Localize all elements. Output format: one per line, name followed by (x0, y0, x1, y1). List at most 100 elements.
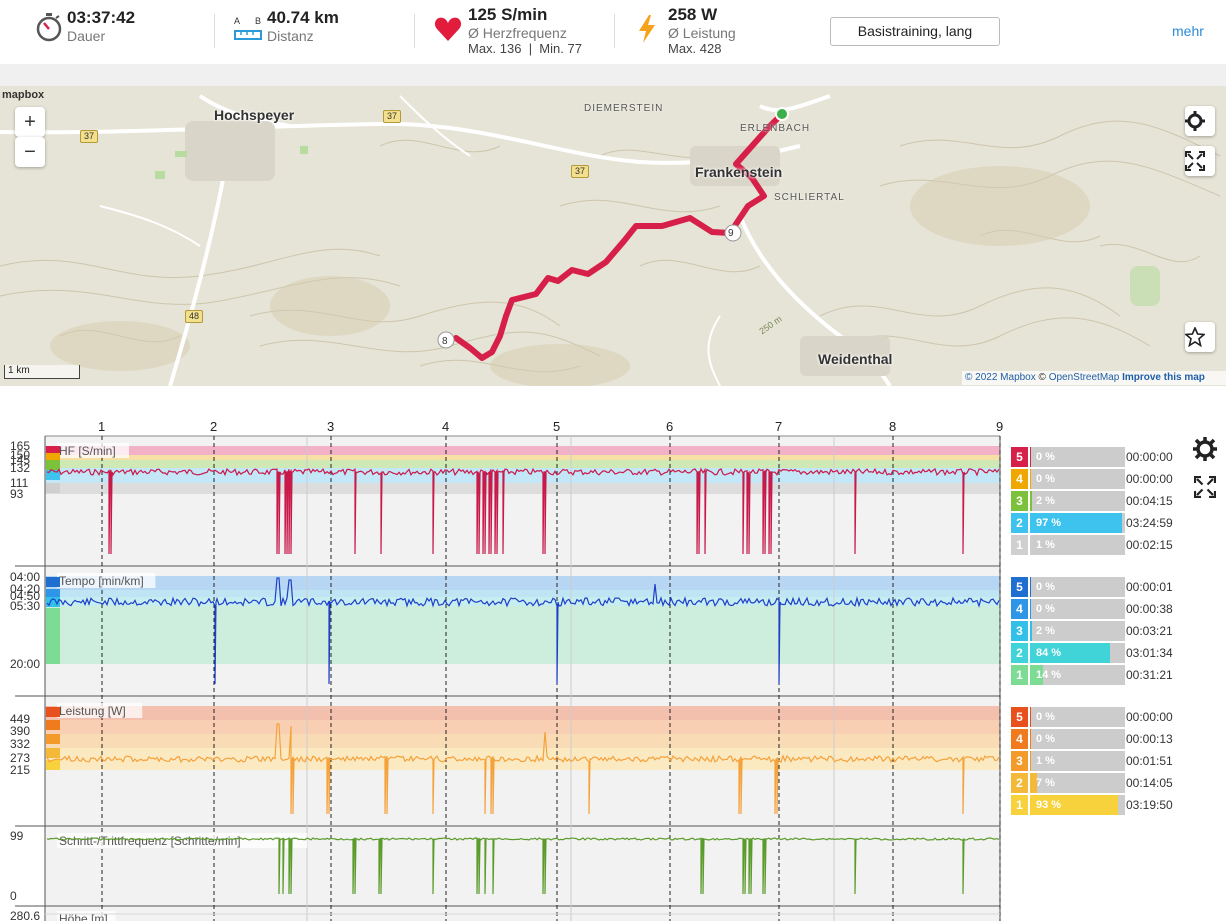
tempo-y-tick: 04:00 (10, 570, 40, 584)
activity-header: 03:37:42 Dauer A B 40.74 km Distanz 125 … (0, 0, 1226, 64)
fullscreen-icon[interactable] (1185, 146, 1215, 176)
duration-value: 03:37:42 (67, 8, 136, 27)
power-zone-percent: 0 % (1036, 733, 1055, 745)
hf-zone-percent: 0 % (1036, 473, 1055, 485)
tempo-y-tick: 20:00 (10, 657, 40, 671)
power-zone-fill (1030, 729, 1031, 749)
hf-y-tick: 145 (10, 453, 30, 467)
hf-zone-track: 1 % (1030, 535, 1125, 555)
cadence-panel-title: Schritt-/Trittfrequenz [Schritte/min] (59, 834, 241, 848)
tempo-zone-band (45, 590, 1000, 597)
tempo-zone-band (45, 597, 1000, 606)
cadence-y-tick: 99 (10, 829, 24, 843)
power-zone-track: 1 % (1030, 751, 1125, 771)
chart-background (45, 436, 1000, 921)
power-zone-percent: 7 % (1036, 777, 1055, 789)
attribution-improve[interactable]: Improve this map (1122, 372, 1205, 383)
divider (414, 14, 415, 48)
hf-zone-track: 0 % (1030, 447, 1125, 467)
power-zone-percent: 0 % (1036, 711, 1055, 723)
road-shield-37: 37 (80, 130, 99, 143)
chart-fullscreen-icon[interactable] (1191, 475, 1219, 504)
heart-rate-value: 125 S/min (468, 5, 548, 24)
tempo-zone-time: 00:03:21 (1126, 624, 1173, 638)
hf-zone-percent: 0 % (1036, 451, 1055, 463)
tempo-panel-title: Tempo [min/km] (59, 574, 144, 588)
attribution-mapbox[interactable]: © 2022 Mapbox (965, 372, 1036, 383)
power-zone-band (45, 720, 1000, 734)
map-attribution[interactable]: © 2022 Mapbox © OpenStreetMap Improve th… (962, 371, 1226, 385)
chart-settings-gear-icon[interactable] (1191, 437, 1219, 465)
hf-title-bg (57, 443, 129, 458)
power-zone-number: 3 (1011, 751, 1028, 771)
duration-stat: 03:37:42 Dauer (67, 8, 135, 44)
hf-zone-percent: 1 % (1036, 539, 1055, 551)
mapbox-logo[interactable]: mapbox (2, 89, 45, 101)
power-zone-number: 4 (1011, 729, 1028, 749)
zoom-in-button[interactable]: + (15, 107, 45, 137)
power-zone-band (45, 748, 1000, 770)
power-zone-time: 03:19:50 (1126, 798, 1173, 812)
lap-label-8: 8 (889, 419, 896, 434)
hf-zone-time: 00:00:00 (1126, 450, 1173, 464)
map-settings-gear-icon[interactable] (1185, 106, 1215, 136)
tempo-zone-fill (1030, 643, 1110, 663)
star-icon[interactable] (1185, 322, 1215, 352)
power-zone-time: 00:14:05 (1126, 776, 1173, 790)
hf-zone-number: 4 (1011, 469, 1028, 489)
tempo-title-bg (57, 573, 156, 588)
power-zone-swatch (46, 760, 60, 770)
power-zone-swatch (46, 748, 60, 758)
tempo-zone-time: 00:31:21 (1126, 668, 1173, 682)
attribution-osm[interactable]: OpenStreetMap (1048, 372, 1120, 383)
tempo-zone-track: 14 % (1030, 665, 1125, 685)
power-zone-time: 00:01:51 (1126, 754, 1173, 768)
power-zone-fill (1030, 751, 1031, 771)
stopwatch-icon (36, 12, 62, 47)
cadence-series-line (46, 837, 1000, 895)
power-zone-number: 1 (1011, 795, 1028, 815)
hf-zone-time: 00:02:15 (1126, 538, 1173, 552)
distance-value: 40.74 km (267, 8, 339, 27)
power-zone-fill (1030, 707, 1031, 727)
power-max: Max. 428 (668, 41, 722, 56)
route-map[interactable]: 9 8 mapbox Hochspeyer Frankenstein Weide… (0, 86, 1226, 386)
activity-charts: 1 2 3 4 5 6 7 8 9 165 150 145 132 111 93 04:00 04:20 04:5… (0, 386, 1226, 921)
more-link[interactable]: mehr (1172, 23, 1204, 39)
hf-zone-swatch (46, 470, 60, 480)
zoom-out-button[interactable]: − (15, 137, 45, 167)
tempo-zone-time: 00:00:01 (1126, 580, 1173, 594)
power-zone-swatch (46, 734, 60, 744)
training-type-button[interactable]: Basistraining, lang (830, 17, 1000, 46)
power-zone-percent: 93 % (1036, 799, 1062, 811)
lap-label-9: 9 (996, 419, 1003, 434)
attribution-symbol: © (1038, 372, 1046, 383)
hf-zone-fill (1030, 469, 1031, 489)
power-panel-title: Leistung [W] (59, 704, 126, 718)
lap-marker-bg (549, 418, 565, 434)
power-zone-percent: 1 % (1036, 755, 1055, 767)
hf-zone-time: 00:00:00 (1126, 472, 1173, 486)
tempo-zone-band (45, 576, 1000, 590)
route-start-marker (775, 107, 789, 121)
divider (214, 14, 215, 48)
hf-zone-band (45, 483, 1000, 494)
tempo-zone-swatch (46, 589, 60, 599)
hf-zone-fill (1030, 513, 1123, 533)
height-title-bg (57, 911, 116, 921)
hf-zone-swatch (46, 446, 60, 456)
lap-label-2: 2 (210, 419, 217, 434)
tempo-y-tick: 05:30 (10, 599, 40, 613)
tempo-zone-swatch (46, 577, 60, 587)
tempo-zone-band (45, 606, 1000, 664)
hf-zone-swatch (46, 483, 60, 493)
cadence-y-tick: 0 (10, 889, 17, 903)
charts-canvas[interactable]: 1 2 3 4 5 6 7 8 91651501451321119304:0004:2004:5… (0, 386, 1226, 921)
power-y-tick: 215 (10, 763, 30, 777)
road-shield-37: 37 (571, 165, 590, 178)
power-y-tick: 390 (10, 724, 30, 738)
lap-marker-bg (771, 418, 787, 434)
tempo-zone-swatch (46, 608, 60, 664)
height-panel-title: Höhe [m] (59, 912, 108, 921)
route-marker-9: 9 (728, 228, 734, 239)
